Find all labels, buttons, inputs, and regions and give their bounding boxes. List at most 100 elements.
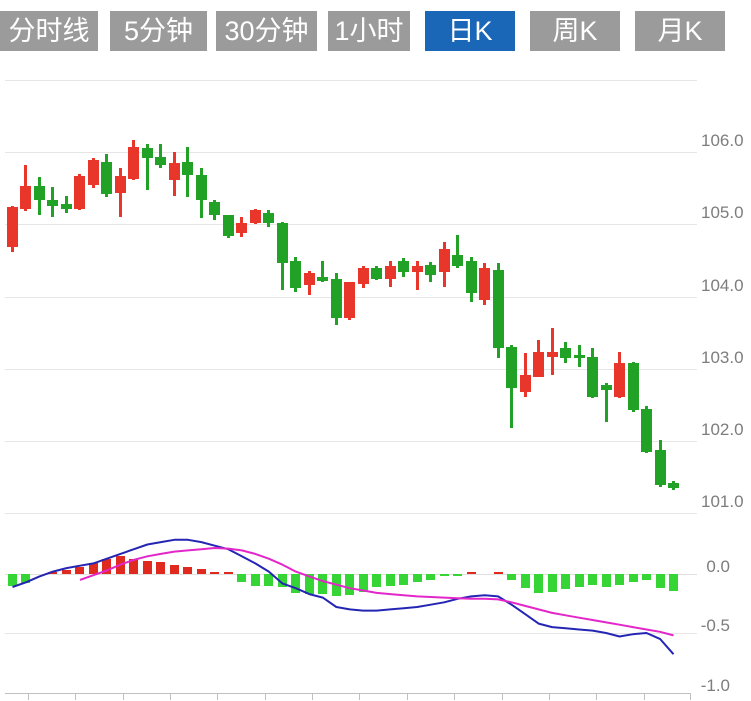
candle-body [520,375,531,392]
macd-histogram-bar [89,563,98,574]
x-axis-tick [502,693,503,700]
macd-histogram-bar [197,569,206,574]
interval-button-5分钟[interactable]: 5分钟 [110,11,207,51]
x-axis-tick [359,693,360,700]
candle-body [614,363,625,397]
macd-histogram-bar [494,572,503,574]
candle-body [115,176,126,193]
macd-histogram-bar [21,574,30,583]
candle-body [412,266,423,272]
macd-histogram-bar [669,574,678,591]
macd-histogram-bar [656,574,665,588]
price-axis-label-102: 102.0 [701,420,744,439]
x-axis-tick [123,693,124,700]
candle-body [142,148,153,158]
macd-histogram-bar [48,572,57,574]
price-gridline-105 [5,224,697,225]
interval-button-周K[interactable]: 周K [530,11,620,51]
candle-body [209,202,220,215]
macd-gridline--1 [5,693,690,694]
x-axis-tick [690,693,691,700]
macd-histogram-bar [129,559,138,574]
candle-body [196,175,207,200]
candle-body [533,352,544,377]
price-gridline-103 [5,369,697,370]
macd-histogram-bar [575,574,584,587]
price-axis-label-106: 106.0 [701,131,744,150]
dif-line [12,538,675,655]
candle-body [466,261,477,293]
candle-body [128,147,139,179]
macd-histogram-bar [305,574,314,594]
interval-button-日K[interactable]: 日K [425,11,515,51]
price-axis-label-103: 103.0 [701,348,744,367]
macd-histogram-bar [237,574,246,582]
macd-histogram-bar [359,574,368,592]
macd-histogram-bar [602,574,611,587]
x-axis-tick [265,693,266,700]
interval-button-月K[interactable]: 月K [635,11,725,51]
candle-body [263,213,274,223]
candle-body [277,223,288,263]
candle-body [655,450,666,485]
candle-body [250,210,261,223]
macd-histogram-bar [629,574,638,582]
macd-histogram-bar [372,574,381,587]
candle-body [7,207,18,247]
price-axis-label-104: 104.0 [701,276,744,295]
macd-histogram-bar [210,572,219,574]
candle-body [290,261,301,288]
macd-gridline--0.5 [5,633,697,634]
interval-button-30分钟[interactable]: 30分钟 [216,11,317,51]
macd-histogram-bar [183,567,192,574]
macd-histogram-bar [615,574,624,585]
macd-histogram-bar [156,562,165,574]
candle-body [101,162,112,194]
candle-body [169,163,180,180]
candle-body [371,268,382,279]
candle-body [587,357,598,397]
x-axis-tick [596,693,597,700]
macd-histogram-bar [413,574,422,582]
price-axis-label-101: 101.0 [701,492,744,511]
macd-histogram-bar [440,574,449,576]
x-axis-tick [312,693,313,700]
macd-histogram-bar [561,574,570,589]
macd-histogram-bar [588,574,597,585]
candle-body [20,186,31,209]
macd-histogram-bar [399,574,408,585]
candle-body [439,249,450,272]
candle-body [34,186,45,200]
interval-button-1小时[interactable]: 1小时 [328,11,410,51]
macd-axis-label-0: 0.0 [706,557,730,576]
interval-button-分时线[interactable]: 分时线 [0,11,98,51]
candle-wick [159,144,162,168]
candle-body [547,352,558,357]
candle-body [182,162,193,175]
x-axis-tick [217,693,218,700]
x-axis-tick [75,693,76,700]
macd-histogram-bar [521,574,530,588]
macd-histogram-bar [170,565,179,574]
macd-histogram-bar [102,559,111,574]
candle-body [479,268,490,300]
macd-histogram-bar [507,574,516,580]
price-gridline-102 [5,441,697,442]
macd-histogram-bar [264,574,273,586]
candle-body [506,347,517,388]
price-axis-label-105: 105.0 [701,203,744,222]
macd-histogram-bar [224,572,233,574]
x-axis-tick [454,693,455,700]
macd-histogram-bar [75,567,84,574]
x-axis-tick [549,693,550,700]
price-gridline-107 [5,80,697,81]
macd-histogram-bar [62,570,71,574]
candle-body [74,176,85,209]
candle-body [358,268,369,284]
macd-histogram-bar [534,574,543,593]
candle-body [223,215,234,236]
macd-histogram-bar [332,574,341,596]
macd-histogram-bar [318,574,327,594]
candle-body [317,277,328,281]
